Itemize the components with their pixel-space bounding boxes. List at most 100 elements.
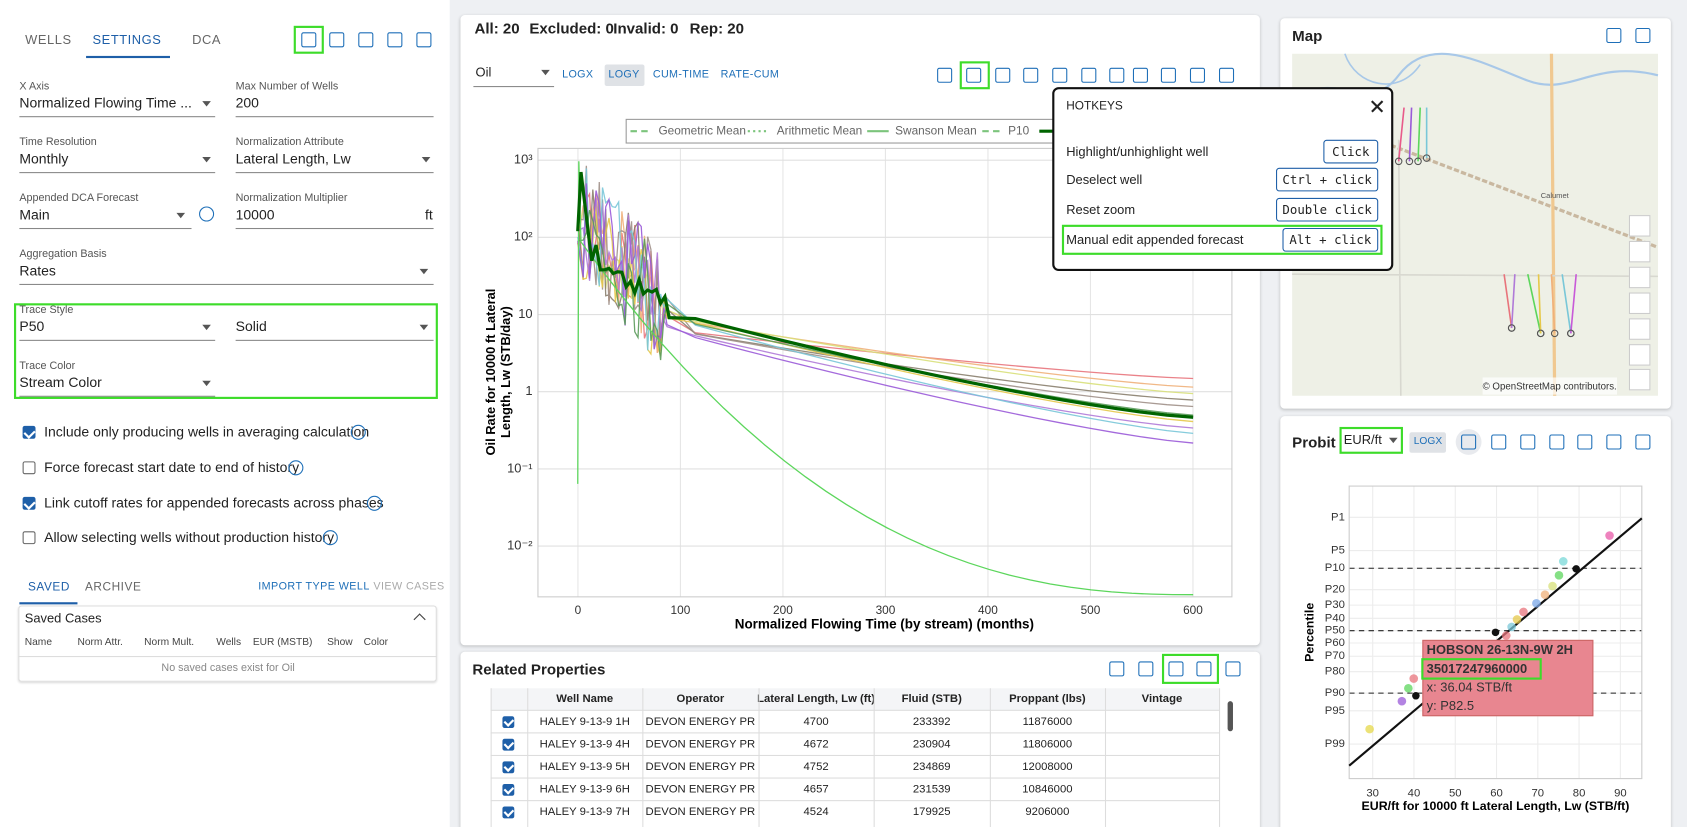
help-icon[interactable] — [322, 530, 338, 546]
hotkey-action: Deselect well — [1066, 172, 1143, 188]
cell: 231539 — [877, 780, 987, 799]
icon-button[interactable] — [1635, 434, 1651, 450]
field-value[interactable]: Solid — [235, 318, 267, 335]
phase-select[interactable]: Oil — [475, 64, 492, 80]
dropdown-arrow — [202, 157, 211, 163]
metric-select[interactable]: EUR/ft — [1343, 432, 1382, 448]
tab[interactable]: SETTINGS — [92, 32, 162, 48]
map-attribution: © OpenStreetMap contributors. — [1482, 377, 1617, 395]
cell-text: HALEY 9-13-9 6H — [539, 782, 630, 796]
tab[interactable]: ARCHIVE — [84, 580, 142, 594]
icon-button[interactable] — [1225, 661, 1241, 677]
button[interactable]: IMPORT TYPE WELL — [258, 580, 370, 593]
icon-button[interactable] — [1160, 67, 1176, 83]
icon-button[interactable] — [1052, 67, 1068, 83]
map-control[interactable] — [1628, 318, 1651, 340]
icon-button[interactable] — [416, 32, 432, 48]
field-value[interactable]: Main — [19, 206, 50, 223]
icon-button[interactable] — [1081, 67, 1097, 83]
x-tick-label: 400 — [978, 603, 998, 617]
icon-button[interactable] — [1549, 434, 1565, 450]
y-axis-label: Percentile — [1303, 603, 1317, 662]
help-icon[interactable] — [366, 495, 382, 511]
toggle-button[interactable]: CUM-TIME — [652, 68, 710, 81]
map-control[interactable] — [1628, 240, 1651, 263]
map-control[interactable] — [1628, 215, 1651, 237]
tab[interactable]: WELLS — [25, 32, 72, 48]
plot-frame — [1348, 485, 1643, 780]
field-value[interactable]: Stream Color — [19, 374, 102, 391]
tab[interactable]: DCA — [192, 32, 222, 48]
map-control[interactable] — [1628, 266, 1651, 289]
checkbox[interactable] — [22, 531, 36, 545]
icon-button[interactable] — [1109, 67, 1125, 83]
checkbox[interactable] — [502, 783, 515, 796]
field-value[interactable]: P50 — [19, 318, 45, 335]
icon-button[interactable] — [1109, 661, 1125, 677]
toggle-button[interactable]: LOGX — [562, 68, 594, 81]
checkbox[interactable] — [22, 425, 36, 439]
icon-button[interactable] — [1491, 434, 1507, 450]
toggle-button[interactable]: LOGY — [608, 68, 640, 81]
checkbox[interactable] — [502, 716, 515, 729]
field-value[interactable]: 10000 — [235, 206, 275, 223]
column-header: Norm Attr. — [77, 636, 123, 649]
help-icon[interactable] — [350, 424, 366, 440]
checkbox[interactable] — [22, 496, 36, 510]
icon-button[interactable] — [966, 67, 982, 83]
icon-button[interactable] — [995, 67, 1011, 83]
field-value[interactable]: Normalized Flowing Time ... — [19, 94, 192, 111]
icon-button[interactable] — [1520, 434, 1536, 450]
icon-button[interactable] — [1461, 434, 1477, 450]
cell-text: 4700 — [803, 715, 829, 729]
field-value[interactable]: Monthly — [19, 150, 69, 167]
map-control[interactable] — [1628, 344, 1651, 366]
icon-button[interactable] — [937, 67, 953, 83]
tab[interactable]: SAVED — [27, 580, 70, 594]
icon-button[interactable] — [358, 32, 374, 48]
icon-button[interactable] — [1196, 661, 1212, 677]
icon-button[interactable] — [387, 32, 403, 48]
icon-button[interactable] — [1635, 27, 1651, 44]
cell-text: HALEY 9-13-9 7H — [539, 805, 630, 819]
map-control[interactable] — [1628, 292, 1651, 315]
checkbox[interactable] — [22, 461, 36, 475]
x-tick-label: 600 — [1183, 603, 1203, 617]
x-tick-label: 500 — [1081, 603, 1101, 617]
icon-button[interactable] — [301, 32, 317, 48]
toggle-button[interactable]: RATE-CUM — [720, 68, 780, 81]
map-control[interactable] — [1628, 368, 1651, 391]
icon-button[interactable] — [1218, 67, 1235, 83]
icon-button[interactable] — [1138, 661, 1154, 677]
toggle-button[interactable]: LOGX — [1413, 435, 1443, 448]
cell-text: 10846000 — [1022, 782, 1073, 796]
help-icon[interactable] — [288, 460, 304, 476]
dropdown-arrow — [176, 212, 186, 219]
checkbox[interactable] — [502, 806, 515, 819]
button[interactable]: VIEW CASES — [373, 580, 445, 593]
field-underline — [235, 227, 434, 230]
cell: DEVON ENERGY PROD — [646, 780, 756, 799]
icon-button[interactable] — [1606, 27, 1622, 44]
probit-point — [1540, 590, 1550, 599]
field-value[interactable]: Lateral Length, Lw — [235, 150, 351, 167]
icon-button[interactable] — [1023, 67, 1039, 83]
checkbox[interactable] — [502, 761, 515, 774]
probit-point — [1519, 607, 1528, 617]
icon-button[interactable] — [329, 32, 345, 48]
icon-button[interactable] — [1577, 434, 1593, 450]
icon-button[interactable] — [1606, 434, 1622, 450]
probit-point — [1532, 598, 1541, 608]
cell-text: 230904 — [912, 737, 951, 751]
x-tick-label: 80 — [1573, 788, 1586, 800]
icon-button[interactable] — [1189, 67, 1206, 83]
icon-button[interactable] — [1168, 661, 1184, 677]
field-label: Aggregation Basis — [19, 248, 107, 261]
hotkey-action: Reset zoom — [1066, 202, 1136, 218]
field-value[interactable]: 200 — [235, 94, 259, 111]
icon-button[interactable] — [1132, 67, 1148, 83]
summary-item: Excluded: 0 — [529, 19, 614, 37]
checkbox[interactable] — [502, 738, 515, 751]
help-icon[interactable] — [199, 206, 215, 222]
field-value[interactable]: Rates — [19, 262, 56, 279]
